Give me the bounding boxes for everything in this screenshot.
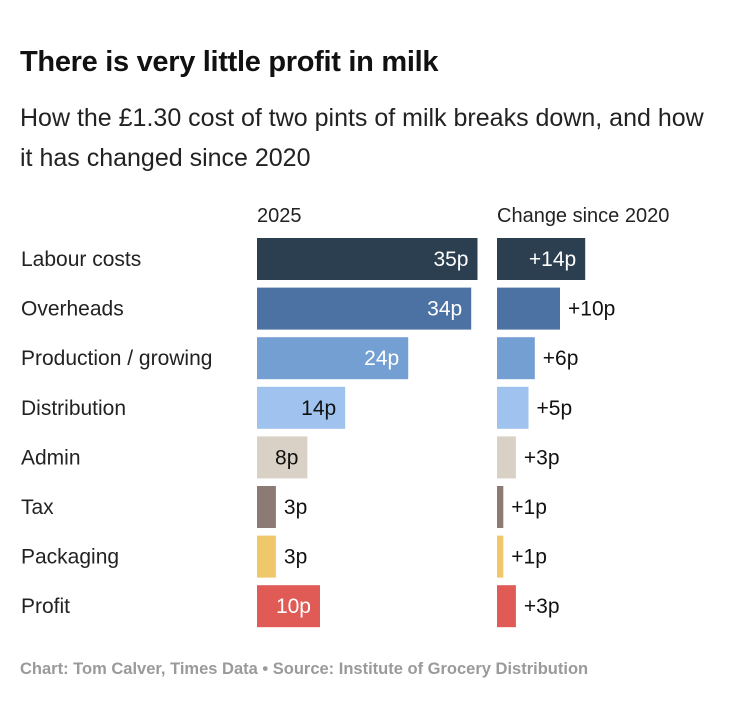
chart-subtitle: How the £1.30 cost of two pints of milk … — [20, 104, 704, 172]
bar-value-label-2025: 3p — [284, 546, 307, 569]
category-label: Admin — [21, 446, 81, 469]
bar-2025 — [257, 486, 276, 528]
bar-change — [497, 337, 535, 380]
category-label: Production / growing — [21, 347, 212, 370]
bar-value-label-2025: 10p — [276, 595, 311, 618]
chart-source: Chart: Tom Calver, Times Data • Source: … — [20, 660, 589, 678]
bar-value-label-change: +6p — [543, 347, 579, 370]
bar-value-label-change: +3p — [524, 446, 560, 469]
bar-value-label-2025: 3p — [284, 496, 307, 519]
bar-2025 — [257, 238, 478, 280]
bar-change — [497, 535, 504, 578]
bar-change — [497, 287, 560, 330]
bar-2025 — [257, 287, 472, 330]
bar-value-label-2025: 34p — [427, 298, 462, 321]
bar-value-label-change: +1p — [511, 496, 547, 519]
column-header-2025: 2025 — [257, 205, 302, 227]
bar-change — [497, 436, 516, 479]
bar-value-label-2025: 8p — [275, 446, 298, 469]
bar-value-label-change: +10p — [568, 298, 615, 321]
bar-value-label-2025: 24p — [364, 347, 399, 370]
bar-2025 — [257, 436, 308, 479]
bar-change — [497, 585, 516, 628]
bar-value-label-2025: 14p — [301, 397, 336, 420]
bar-value-label-change: +14p — [529, 248, 576, 271]
bar-chart: 2025 Change since 2020 Labour costs 35p +14p… — [21, 205, 669, 628]
category-label: Profit — [21, 595, 70, 618]
column-header-change: Change since 2020 — [497, 205, 669, 227]
bar-change — [497, 238, 586, 280]
category-label: Tax — [21, 496, 54, 519]
bar-change — [497, 386, 529, 429]
bar-2025 — [257, 386, 346, 429]
chart-title: There is very little profit in milk — [20, 46, 439, 78]
bar-change — [497, 486, 504, 528]
bar-value-label-change: +1p — [511, 546, 547, 569]
category-label: Packaging — [21, 546, 119, 569]
category-label: Labour costs — [21, 248, 141, 271]
bar-2025 — [257, 337, 409, 380]
category-label: Overheads — [21, 298, 124, 321]
bar-value-label-change: +3p — [524, 595, 560, 618]
bar-2025 — [257, 535, 276, 578]
category-label: Distribution — [21, 397, 126, 420]
bar-2025 — [257, 585, 320, 628]
bar-value-label-2025: 35p — [433, 248, 468, 271]
bar-value-label-change: +5p — [537, 397, 573, 420]
